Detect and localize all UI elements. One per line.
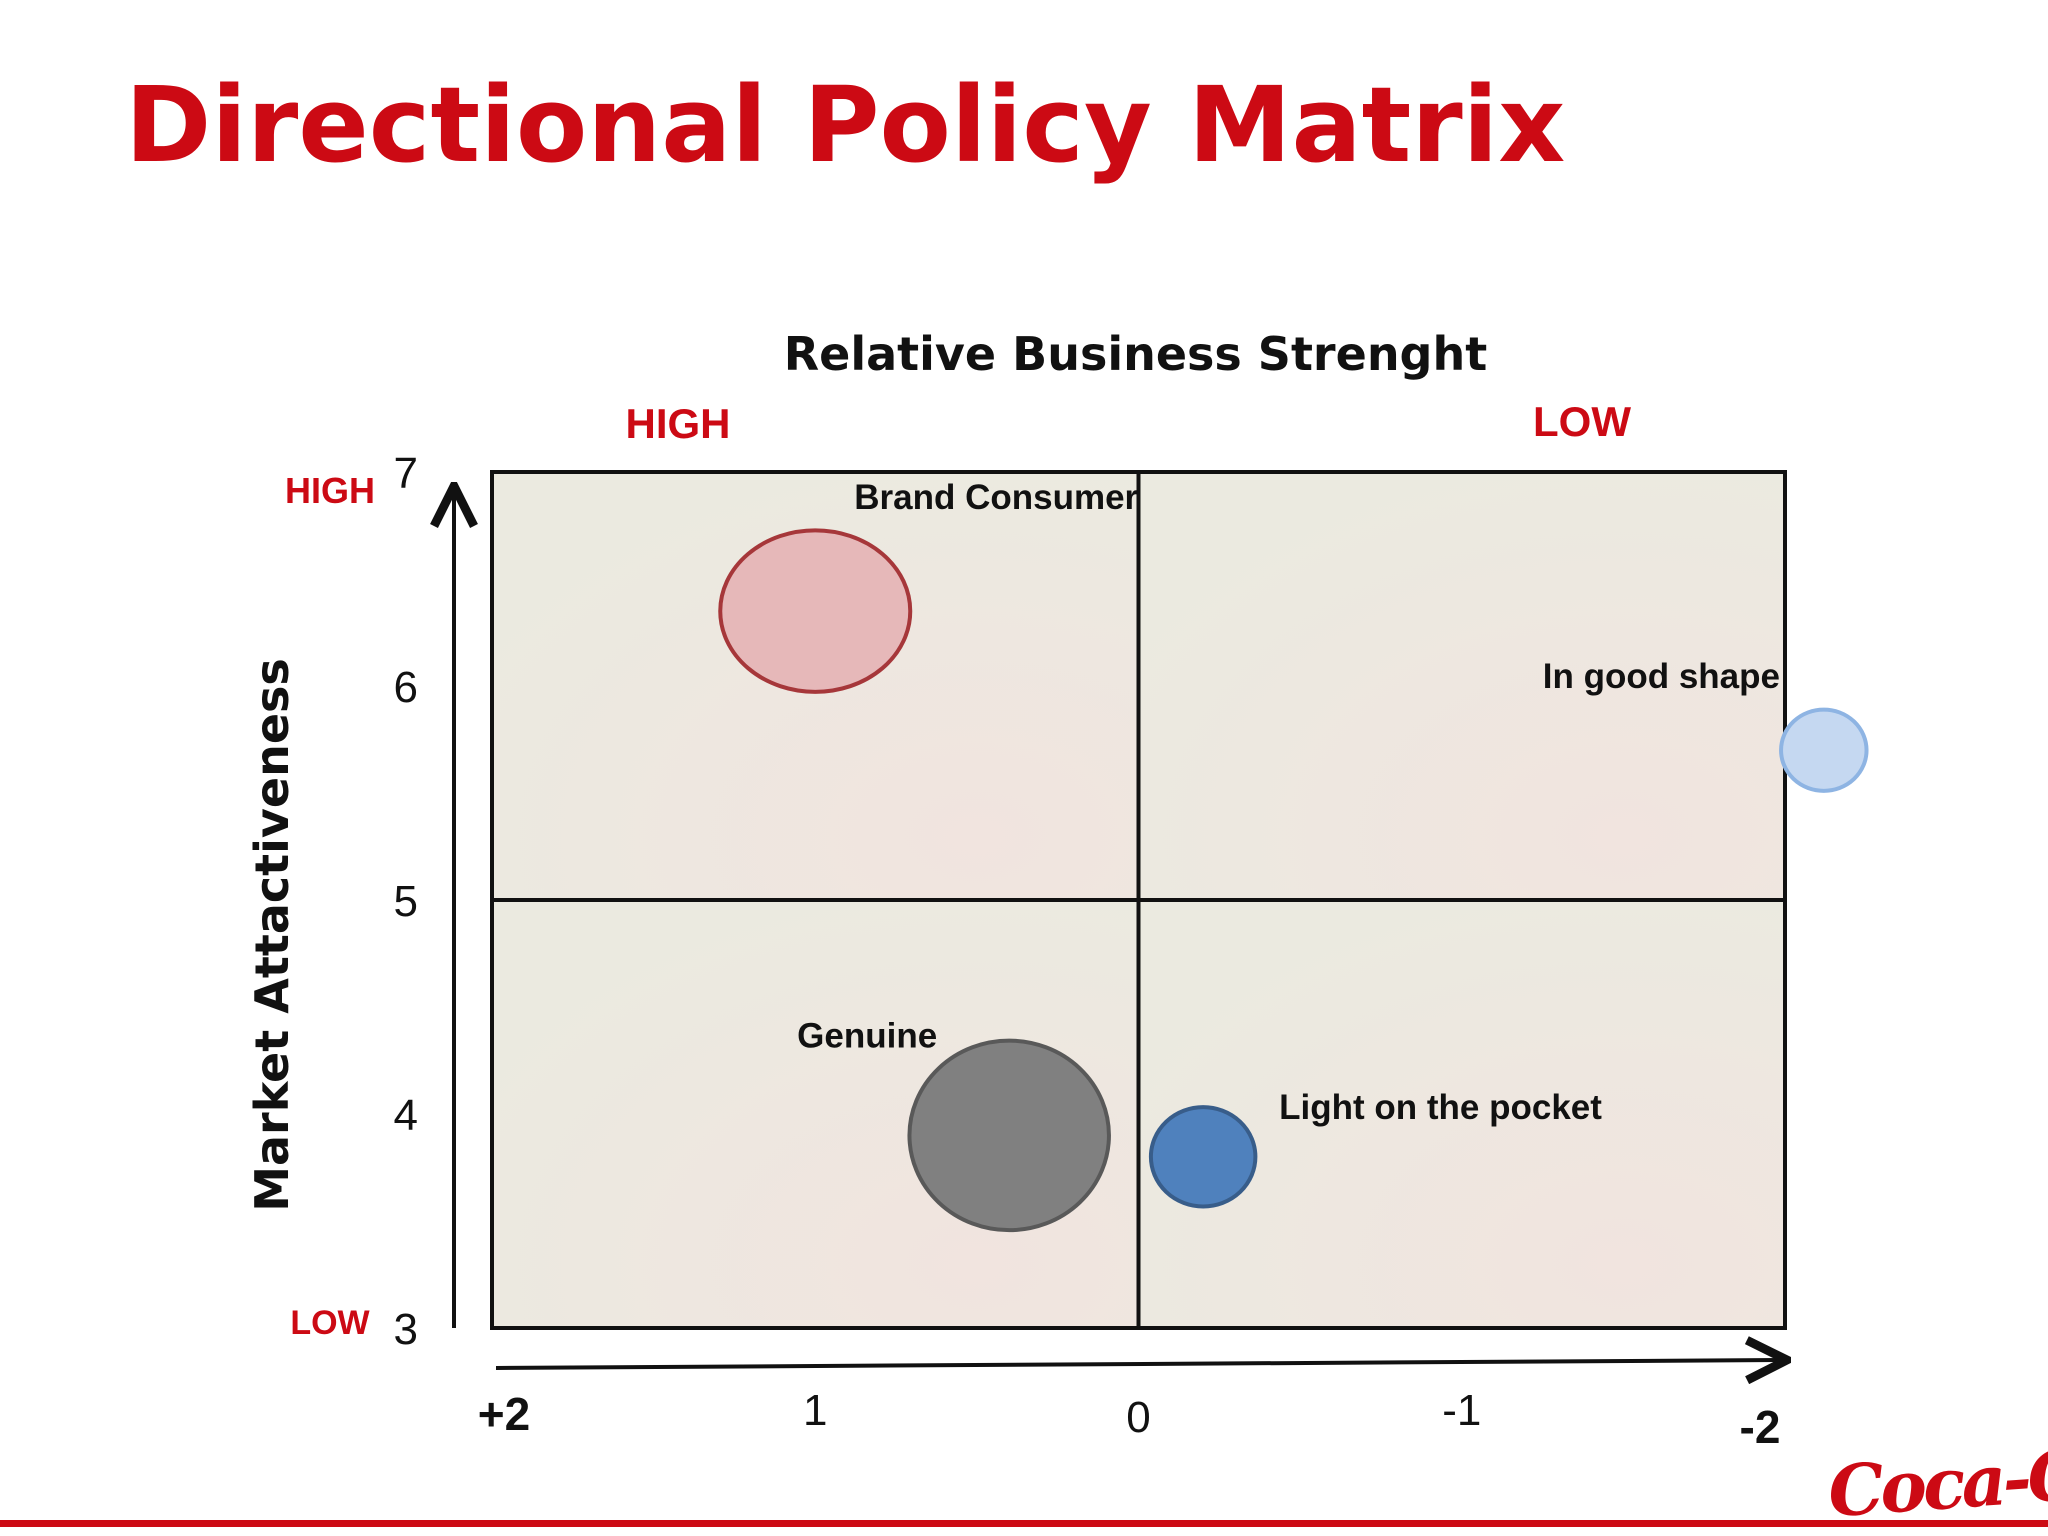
y-tick-label: 4 xyxy=(394,1091,418,1140)
quadrant-bottom-right xyxy=(1138,900,1785,1328)
x-tick-label: 1 xyxy=(803,1386,827,1435)
bubble-point xyxy=(1148,1105,1258,1209)
x-tick-label: +2 xyxy=(478,1388,530,1440)
bubble-point xyxy=(1779,707,1869,793)
y-axis-title: Market Attactiveness xyxy=(245,658,299,1212)
x-tick-label: -2 xyxy=(1740,1401,1781,1453)
y-low-label: LOW xyxy=(290,1304,370,1342)
x-low-label: LOW xyxy=(1533,398,1631,445)
bubble-label: Genuine xyxy=(797,1016,937,1055)
bubble-point xyxy=(907,1038,1111,1233)
x-axis-arrow xyxy=(495,1360,1783,1368)
bubble-label: Brand Consumer xyxy=(854,478,1138,517)
x-tick-label: -1 xyxy=(1442,1386,1481,1435)
x-axis-title: Relative Business Strenght xyxy=(784,327,1487,381)
x-tick-label: 0 xyxy=(1126,1393,1150,1442)
y-tick-label: 3 xyxy=(394,1305,418,1354)
bubble-point xyxy=(718,528,913,694)
slide-title: Directional Policy Matrix xyxy=(125,64,1566,186)
bubble-label: In good shape xyxy=(1543,657,1780,696)
quadrant-top-right xyxy=(1138,472,1785,900)
bottom-rule xyxy=(0,1520,2048,1527)
y-high-label: HIGH xyxy=(285,470,375,511)
y-tick-label: 6 xyxy=(394,663,418,712)
x-high-label: HIGH xyxy=(626,400,731,447)
y-tick-label: 5 xyxy=(394,877,418,926)
y-tick-label: 7 xyxy=(394,449,418,498)
bubble-label: Light on the pocket xyxy=(1279,1088,1602,1127)
